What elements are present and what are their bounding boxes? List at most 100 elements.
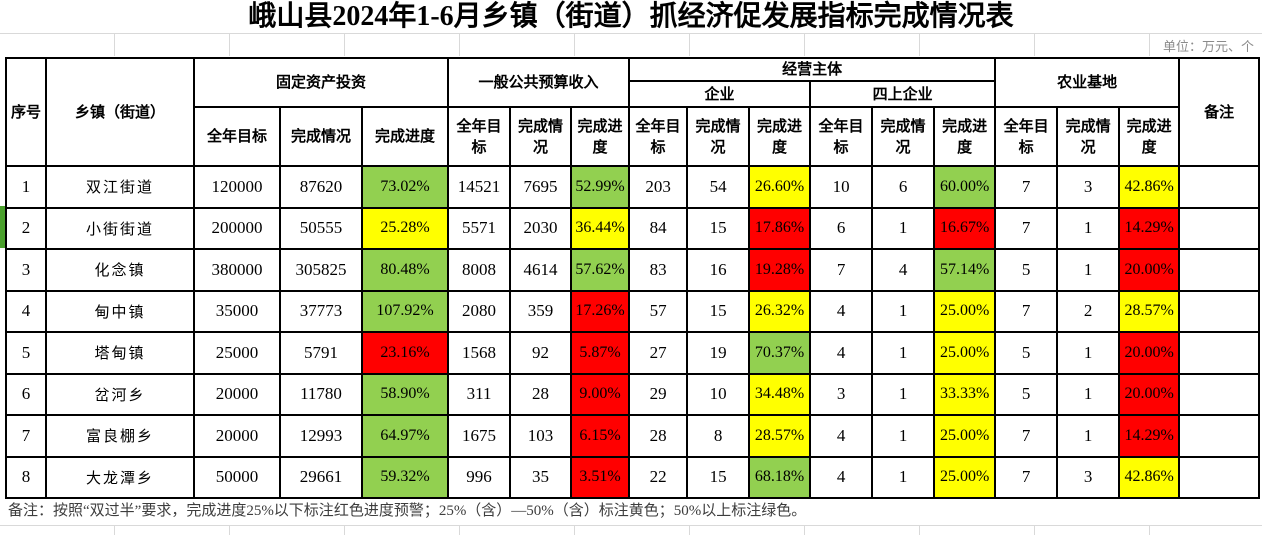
enterprise-target-cell[interactable]: 203: [628, 165, 689, 209]
header-budget-target[interactable]: 全年目标: [447, 106, 512, 167]
header-group-business-entity[interactable]: 经营主体: [628, 57, 997, 82]
remark-cell[interactable]: [1178, 206, 1261, 250]
seq-cell[interactable]: 4: [5, 289, 47, 333]
enterprise-done-cell[interactable]: 15: [686, 455, 751, 499]
header-agri-target[interactable]: 全年目标: [994, 106, 1059, 167]
above-scale-done-cell[interactable]: 4: [871, 248, 936, 292]
budget-progress-cell[interactable]: 3.51%: [570, 455, 631, 499]
budget-target-cell[interactable]: 1675: [447, 414, 512, 458]
above-scale-target-cell[interactable]: 4: [809, 289, 874, 333]
header-township[interactable]: 乡镇（街道）: [45, 57, 195, 167]
above-scale-done-cell[interactable]: 1: [871, 414, 936, 458]
fixed-target-cell[interactable]: 200000: [193, 206, 281, 250]
township-cell[interactable]: 岔河乡: [45, 372, 195, 416]
header-seq[interactable]: 序号: [5, 57, 47, 167]
agri-done-cell[interactable]: 1: [1056, 414, 1121, 458]
enterprise-target-cell[interactable]: 22: [628, 455, 689, 499]
header-enterprise-done[interactable]: 完成情况: [686, 106, 751, 167]
fixed-target-cell[interactable]: 20000: [193, 372, 281, 416]
budget-done-cell[interactable]: 359: [509, 289, 573, 333]
budget-progress-cell[interactable]: 52.99%: [570, 165, 631, 209]
above-scale-progress-cell[interactable]: 25.00%: [933, 455, 997, 499]
enterprise-done-cell[interactable]: 16: [686, 248, 751, 292]
agri-done-cell[interactable]: 1: [1056, 372, 1121, 416]
remark-cell[interactable]: [1178, 455, 1261, 499]
header-above-scale-progress[interactable]: 完成进度: [933, 106, 997, 167]
above-scale-target-cell[interactable]: 4: [809, 414, 874, 458]
seq-cell[interactable]: 8: [5, 455, 47, 499]
remark-cell[interactable]: [1178, 414, 1261, 458]
above-scale-done-cell[interactable]: 1: [871, 455, 936, 499]
budget-progress-cell[interactable]: 5.87%: [570, 331, 631, 375]
header-group-enterprise[interactable]: 企业: [628, 80, 812, 108]
fixed-done-cell[interactable]: 37773: [279, 289, 363, 333]
township-cell[interactable]: 化念镇: [45, 248, 195, 292]
header-fixed-progress[interactable]: 完成进度: [360, 106, 450, 167]
remark-cell[interactable]: [1178, 372, 1261, 416]
header-group-public-budget[interactable]: 一般公共预算收入: [447, 57, 631, 108]
enterprise-done-cell[interactable]: 15: [686, 206, 751, 250]
header-group-above-scale[interactable]: 四上企业: [809, 80, 997, 108]
enterprise-done-cell[interactable]: 19: [686, 331, 751, 375]
enterprise-target-cell[interactable]: 28: [628, 414, 689, 458]
above-scale-done-cell[interactable]: 1: [871, 289, 936, 333]
township-cell[interactable]: 小街街道: [45, 206, 195, 250]
budget-done-cell[interactable]: 28: [509, 372, 573, 416]
township-cell[interactable]: 大龙潭乡: [45, 455, 195, 499]
above-scale-progress-cell[interactable]: 25.00%: [933, 414, 997, 458]
above-scale-done-cell[interactable]: 1: [871, 331, 936, 375]
agri-progress-cell[interactable]: 20.00%: [1118, 331, 1181, 375]
header-above-scale-target[interactable]: 全年目标: [809, 106, 874, 167]
above-scale-target-cell[interactable]: 3: [809, 372, 874, 416]
budget-progress-cell[interactable]: 9.00%: [570, 372, 631, 416]
header-enterprise-progress[interactable]: 完成进度: [748, 106, 812, 167]
fixed-progress-cell[interactable]: 107.92%: [360, 289, 450, 333]
header-above-scale-done[interactable]: 完成情况: [871, 106, 936, 167]
header-fixed-done[interactable]: 完成情况: [279, 106, 363, 167]
budget-done-cell[interactable]: 103: [509, 414, 573, 458]
above-scale-done-cell[interactable]: 6: [871, 165, 936, 209]
fixed-target-cell[interactable]: 25000: [193, 331, 281, 375]
enterprise-target-cell[interactable]: 83: [628, 248, 689, 292]
agri-target-cell[interactable]: 5: [994, 248, 1059, 292]
budget-progress-cell[interactable]: 6.15%: [570, 414, 631, 458]
seq-cell[interactable]: 6: [5, 372, 47, 416]
agri-target-cell[interactable]: 7: [994, 206, 1059, 250]
header-budget-done[interactable]: 完成情况: [509, 106, 573, 167]
agri-done-cell[interactable]: 1: [1056, 248, 1121, 292]
enterprise-progress-cell[interactable]: 26.32%: [748, 289, 812, 333]
township-cell[interactable]: 塔甸镇: [45, 331, 195, 375]
fixed-done-cell[interactable]: 29661: [279, 455, 363, 499]
above-scale-target-cell[interactable]: 4: [809, 455, 874, 499]
budget-progress-cell[interactable]: 57.62%: [570, 248, 631, 292]
fixed-done-cell[interactable]: 87620: [279, 165, 363, 209]
fixed-progress-cell[interactable]: 59.32%: [360, 455, 450, 499]
township-cell[interactable]: 双江街道: [45, 165, 195, 209]
enterprise-target-cell[interactable]: 57: [628, 289, 689, 333]
remark-cell[interactable]: [1178, 289, 1261, 333]
township-cell[interactable]: 甸中镇: [45, 289, 195, 333]
budget-done-cell[interactable]: 35: [509, 455, 573, 499]
agri-progress-cell[interactable]: 14.29%: [1118, 206, 1181, 250]
enterprise-progress-cell[interactable]: 70.37%: [748, 331, 812, 375]
enterprise-progress-cell[interactable]: 34.48%: [748, 372, 812, 416]
agri-progress-cell[interactable]: 28.57%: [1118, 289, 1181, 333]
above-scale-progress-cell[interactable]: 25.00%: [933, 289, 997, 333]
agri-target-cell[interactable]: 7: [994, 289, 1059, 333]
header-agri-done[interactable]: 完成情况: [1056, 106, 1121, 167]
seq-cell[interactable]: 5: [5, 331, 47, 375]
enterprise-target-cell[interactable]: 27: [628, 331, 689, 375]
fixed-done-cell[interactable]: 50555: [279, 206, 363, 250]
header-enterprise-target[interactable]: 全年目标: [628, 106, 689, 167]
fixed-target-cell[interactable]: 20000: [193, 414, 281, 458]
fixed-target-cell[interactable]: 380000: [193, 248, 281, 292]
remark-cell[interactable]: [1178, 165, 1261, 209]
seq-cell[interactable]: 1: [5, 165, 47, 209]
agri-target-cell[interactable]: 7: [994, 414, 1059, 458]
fixed-progress-cell[interactable]: 23.16%: [360, 331, 450, 375]
seq-cell[interactable]: 2: [5, 206, 47, 250]
above-scale-progress-cell[interactable]: 60.00%: [933, 165, 997, 209]
agri-target-cell[interactable]: 7: [994, 165, 1059, 209]
header-fixed-target[interactable]: 全年目标: [193, 106, 281, 167]
above-scale-done-cell[interactable]: 1: [871, 372, 936, 416]
